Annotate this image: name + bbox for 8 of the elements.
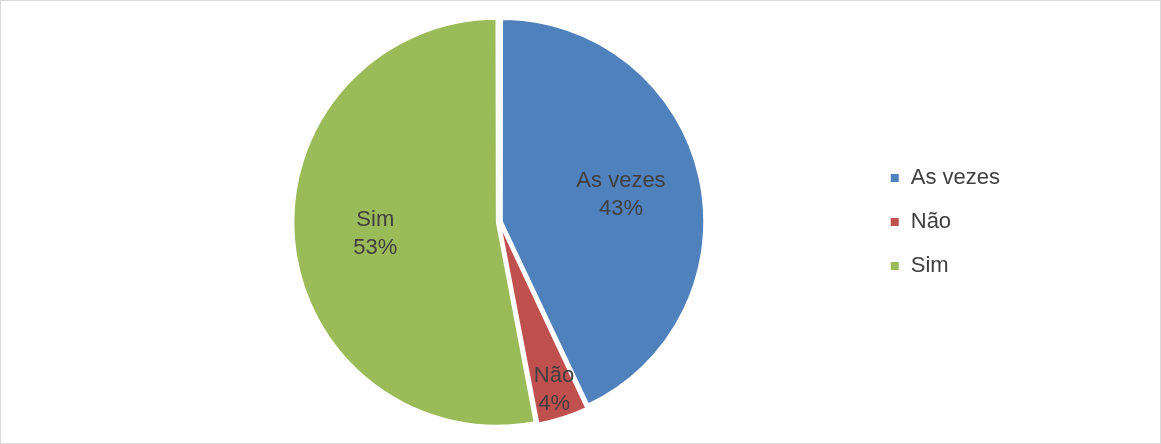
data-label: 53%	[353, 233, 398, 259]
legend-label: As vezes	[910, 164, 1001, 190]
legend-label: Sim	[910, 252, 949, 278]
data-label: 4%	[538, 390, 570, 416]
legend-label: Não	[910, 208, 952, 234]
slice-label: Sim	[356, 205, 395, 231]
slice-label: As vezes	[576, 166, 666, 192]
data-label: 43%	[598, 194, 644, 220]
